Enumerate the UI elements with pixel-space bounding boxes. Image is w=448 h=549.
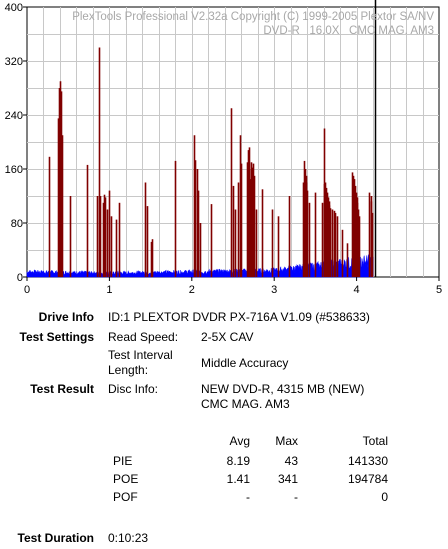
row-pie-total: 141330 (347, 454, 388, 468)
row-poe-total: 194784 (347, 472, 388, 486)
test-interval-value: Middle Accuracy (201, 356, 289, 370)
x-tick-label: 4 (354, 284, 360, 296)
y-tick-label: 320 (5, 56, 23, 68)
pi-scan-chart: 0 80 160 240 320 400 0 1 2 3 4 5 PlexTools Profess… (5, 0, 442, 296)
test-interval-label: Test Interval (108, 348, 173, 362)
x-axis-ticks: 0 1 2 3 4 5 (24, 277, 442, 296)
chart-subtitle: DVD-R 16.0X CMC MAG. AM3 (263, 25, 434, 37)
row-pie-avg: 8.19 (226, 454, 250, 468)
row-poe-max: 341 (277, 472, 298, 486)
test-interval-label-2: Length: (108, 363, 149, 377)
row-poe-avg: 1.41 (226, 472, 250, 486)
drive-info-label: Drive Info (38, 310, 94, 324)
x-tick-label: 3 (271, 284, 277, 296)
y-tick-label: 240 (5, 110, 23, 122)
y-axis-ticks: 0 80 160 240 320 400 (5, 2, 27, 284)
y-tick-label: 80 (11, 218, 23, 230)
x-tick-label: 5 (436, 284, 442, 296)
header-avg: Avg (229, 434, 250, 448)
x-tick-label: 0 (24, 284, 30, 296)
disc-info-value-2: CMC MAG. AM3 (201, 397, 290, 411)
disc-info-label: Disc Info: (108, 382, 159, 396)
test-duration-label: Test Duration (17, 531, 94, 545)
test-duration-value: 0:10:23 (108, 531, 149, 545)
test-result-label: Test Result (30, 382, 94, 396)
row-pof-name: POF (113, 490, 138, 504)
row-pie-name: PIE (113, 454, 133, 468)
header-max: Max (275, 434, 298, 448)
poe-series (48, 47, 374, 277)
disc-info-value: NEW DVD-R, 4315 MB (NEW) (201, 382, 365, 396)
row-pof-avg: - (246, 490, 250, 504)
read-speed-value: 2-5X CAV (201, 330, 254, 344)
chart-title: PlexTools Professional V2.32a Copyright … (72, 11, 434, 23)
row-poe-name: POE (113, 472, 139, 486)
test-settings-label: Test Settings (19, 330, 94, 344)
y-tick-label: 400 (5, 2, 23, 14)
header-total: Total (362, 434, 388, 448)
y-tick-label: 0 (17, 272, 23, 284)
x-tick-label: 2 (189, 284, 195, 296)
y-tick-label: 160 (5, 164, 23, 176)
row-pof-max: - (294, 490, 298, 504)
x-tick-label: 1 (106, 284, 112, 296)
row-pie-max: 43 (284, 454, 298, 468)
row-pof-total: 0 (381, 490, 388, 504)
read-speed-label: Read Speed: (108, 330, 179, 344)
drive-info-value: ID:1 PLEXTOR DVDR PX-716A V1.09 (#538633… (108, 310, 370, 324)
